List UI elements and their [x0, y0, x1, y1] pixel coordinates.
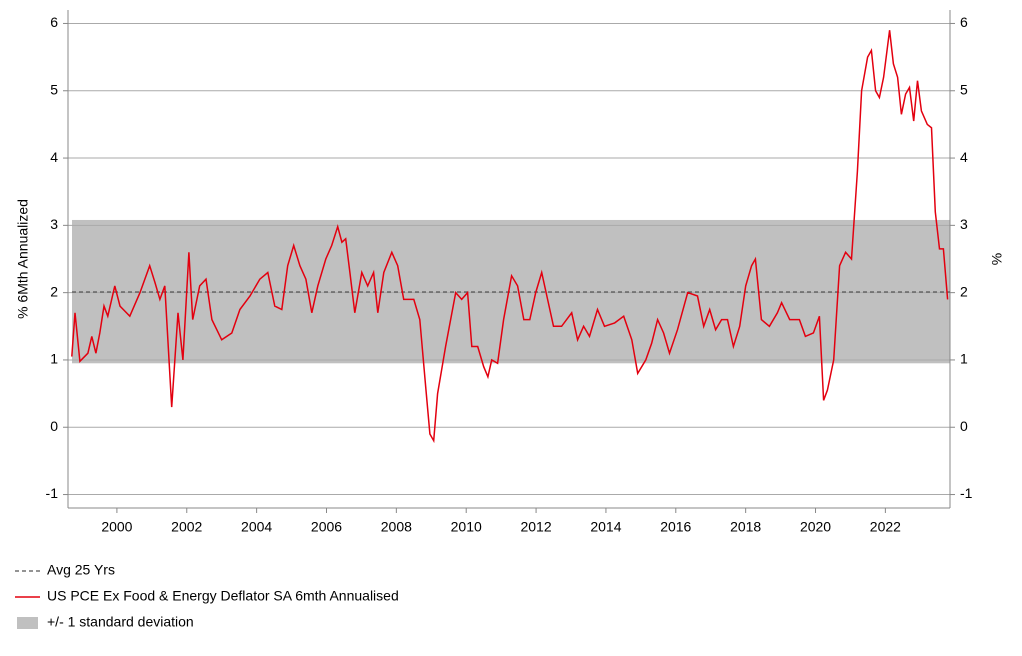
- x-tick-label: 2000: [101, 519, 132, 535]
- x-tick-label: 2010: [451, 519, 482, 535]
- x-tick-label: 2008: [381, 519, 412, 535]
- y2-tick-label: 1: [960, 351, 968, 367]
- y-tick-label: 6: [50, 14, 58, 30]
- y-tick-label: 2: [50, 283, 58, 299]
- x-tick-label: 2012: [520, 519, 551, 535]
- x-tick-label: 2020: [800, 519, 831, 535]
- x-tick-label: 2006: [311, 519, 342, 535]
- x-tick-label: 2014: [590, 519, 621, 535]
- y2-tick-label: 0: [960, 418, 968, 434]
- y2-tick-label: 6: [960, 14, 968, 30]
- y-tick-label: 5: [50, 81, 58, 97]
- y-tick-label: 1: [50, 351, 58, 367]
- x-tick-label: 2016: [660, 519, 691, 535]
- y2-tick-label: 2: [960, 283, 968, 299]
- y-tick-label: 3: [50, 216, 58, 232]
- y-axis-title: % 6Mth Annualized: [15, 199, 31, 319]
- y2-tick-label: -1: [960, 485, 973, 501]
- x-tick-label: 2004: [241, 519, 272, 535]
- y-tick-label: 0: [50, 418, 58, 434]
- legend-band-swatch: [17, 617, 38, 629]
- y2-tick-label: 4: [960, 149, 968, 165]
- legend-label: +/- 1 standard deviation: [47, 614, 194, 630]
- x-tick-label: 2022: [870, 519, 901, 535]
- y2-tick-label: 5: [960, 81, 968, 97]
- legend-label: Avg 25 Yrs: [47, 562, 115, 578]
- x-tick-label: 2002: [171, 519, 202, 535]
- y-tick-label: 4: [50, 149, 58, 165]
- y2-axis-title: %: [989, 253, 1005, 265]
- data-line: [71, 30, 949, 444]
- y2-tick-label: 3: [960, 216, 968, 232]
- legend-label: US PCE Ex Food & Energy Deflator SA 6mth…: [47, 588, 399, 604]
- x-tick-label: 2018: [730, 519, 761, 535]
- std-band: [72, 219, 950, 364]
- y-tick-label: -1: [46, 485, 59, 501]
